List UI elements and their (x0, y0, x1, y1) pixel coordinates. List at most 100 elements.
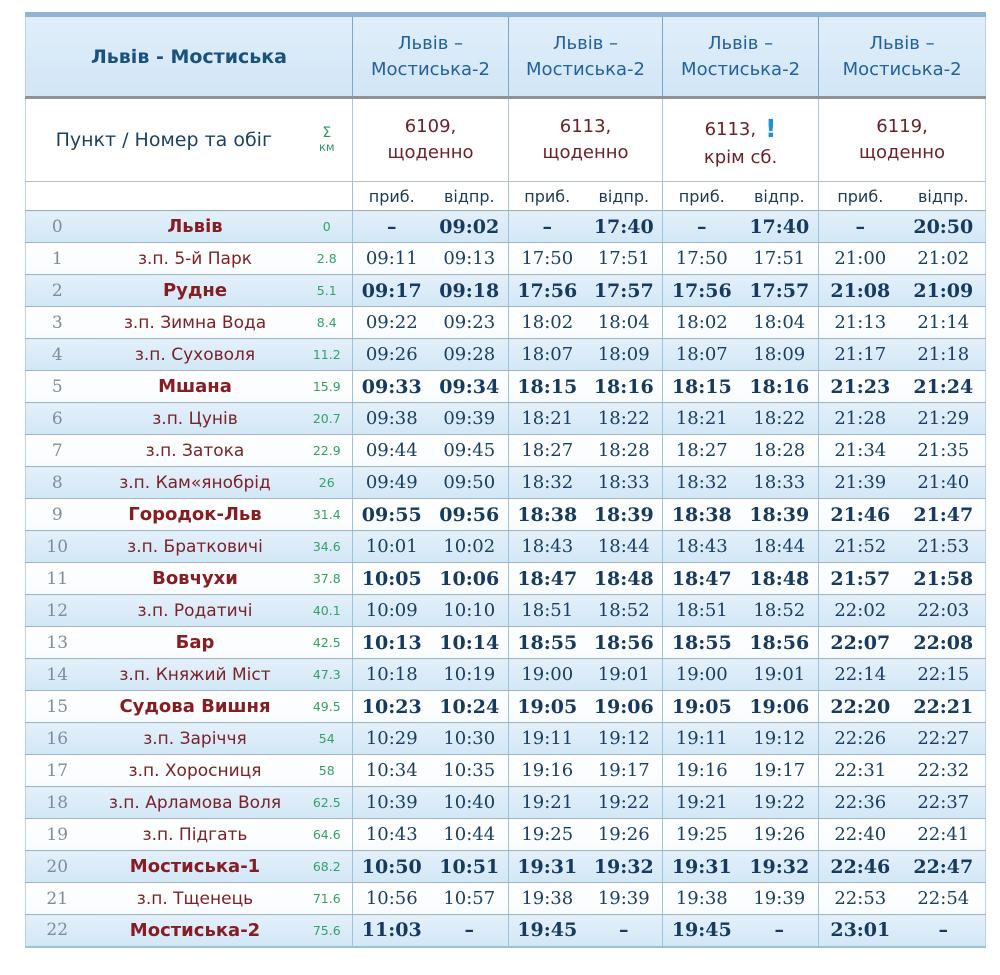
table-row: 17 з.п. Хоросниця 58 10:34 10:35 19:16 19:17 19… (25, 754, 986, 787)
table-row: 20 Мостиська-1 68.2 10:50 10:51 19:31 19:32 19:… (25, 850, 986, 883)
arrive-header: приб. (508, 181, 586, 211)
arrival-time-cell: 19:31 (508, 850, 586, 883)
table-row: 14 з.п. Княжий Міст 47.3 10:18 10:19 19:00 19:… (25, 658, 986, 691)
station-name-cell: Вовчухи (88, 562, 302, 595)
train-route-header-3: Львів – Мостиська-2 (662, 14, 819, 99)
arrival-time-cell: 22:40 (818, 818, 902, 851)
arrive-header: приб. (818, 181, 902, 211)
departure-time-cell: 17:57 (740, 274, 819, 307)
table-row: 16 з.п. Заріччя 54 10:29 10:30 19:11 19:12 19:1… (25, 722, 986, 755)
departure-time-cell: 18:28 (740, 434, 819, 467)
arrival-time-cell: 10:01 (352, 530, 431, 563)
row-number-cell: 19 (25, 818, 89, 851)
station-name-cell: Рудне (88, 274, 302, 307)
arrival-time-cell: 19:16 (662, 754, 741, 787)
departure-time-cell: 18:48 (585, 562, 663, 595)
departure-time-cell: 18:48 (740, 562, 819, 595)
arrival-time-cell: 10:09 (352, 594, 431, 627)
departure-time-cell: 22:32 (901, 754, 986, 787)
row-number-cell: 15 (25, 690, 89, 723)
depart-header: відпр. (740, 181, 819, 211)
station-name-cell: з.п. Цунів (88, 402, 302, 435)
arrival-time-cell: 19:45 (662, 914, 741, 947)
arrival-time-cell: 18:15 (508, 370, 586, 403)
arrival-time-cell: 09:44 (352, 434, 431, 467)
table-row: 8 з.п. Кам«янобрід 26 09:49 09:50 18:32 18:33 1… (25, 466, 986, 499)
departure-time-cell: 10:57 (430, 882, 509, 915)
row-number-cell: 2 (25, 274, 89, 307)
row-number-cell: 3 (25, 306, 89, 339)
arrival-time-cell: 18:07 (662, 338, 741, 371)
arrival-time-cell: 22:36 (818, 786, 902, 819)
station-name-cell: Мостиська-1 (88, 850, 302, 883)
km-cell: 31.4 (301, 498, 353, 531)
arrival-time-cell: 10:39 (352, 786, 431, 819)
departure-time-cell: 19:39 (585, 882, 663, 915)
departure-time-cell: 19:01 (740, 658, 819, 691)
row-number-cell: 13 (25, 626, 89, 659)
departure-time-cell: 21:24 (901, 370, 986, 403)
arrival-time-cell: 21:39 (818, 466, 902, 499)
arrival-time-cell: 09:26 (352, 338, 431, 371)
arrival-time-cell: 21:08 (818, 274, 902, 307)
departure-time-cell: 22:15 (901, 658, 986, 691)
departure-time-cell: 10:44 (430, 818, 509, 851)
arrival-time-cell: 21:46 (818, 498, 902, 531)
table-row: 10 з.п. Братковичі 34.6 10:01 10:02 18:43 18:4… (25, 530, 986, 563)
km-cell: 2.8 (301, 242, 353, 275)
departure-time-cell: 10:24 (430, 690, 509, 723)
arrival-time-cell: 09:55 (352, 498, 431, 531)
train-number-header-row: Пункт / Номер та обіг Σ км 6109, щоденно… (25, 97, 986, 182)
arrival-time-cell: 22:26 (818, 722, 902, 755)
km-cell: 71.6 (301, 882, 353, 915)
departure-time-cell: 09:02 (430, 210, 509, 243)
km-cell: 49.5 (301, 690, 353, 723)
departure-time-cell: 18:04 (585, 306, 663, 339)
arrival-time-cell: 18:07 (508, 338, 586, 371)
arrival-time-cell: 18:38 (508, 498, 586, 531)
empty-corner-cell (25, 181, 353, 211)
row-number-cell: 0 (25, 210, 89, 243)
departure-time-cell: 22:47 (901, 850, 986, 883)
departure-time-cell: 10:35 (430, 754, 509, 787)
arrival-time-cell: 21:34 (818, 434, 902, 467)
departure-time-cell: 09:50 (430, 466, 509, 499)
table-row: 4 з.п. Суховоля 11.2 09:26 09:28 18:07 18:09 18… (25, 338, 986, 371)
train-number: 6113, (559, 115, 612, 137)
row-number-cell: 21 (25, 882, 89, 915)
departure-time-cell: 21:29 (901, 402, 986, 435)
row-number-cell: 11 (25, 562, 89, 595)
departure-time-cell: 18:16 (585, 370, 663, 403)
arrival-time-cell: 18:02 (662, 306, 741, 339)
arrival-time-cell: 18:21 (662, 402, 741, 435)
arrival-time-cell: 19:45 (508, 914, 586, 947)
station-name-cell: з.п. Хоросниця (88, 754, 302, 787)
arrival-time-cell: 21:23 (818, 370, 902, 403)
table-row: 1 з.п. 5-й Парк 2.8 09:11 09:13 17:50 17:51 17:… (25, 242, 986, 275)
arrival-time-cell: 22:53 (818, 882, 902, 915)
arrival-time-cell: 18:55 (508, 626, 586, 659)
train-header-6119: 6119, щоденно (818, 97, 986, 182)
arrival-time-cell: 18:27 (662, 434, 741, 467)
arrival-time-cell: 19:38 (508, 882, 586, 915)
row-number-cell: 8 (25, 466, 89, 499)
departure-time-cell: 21:47 (901, 498, 986, 531)
table-title: Львів - Мостиська (25, 14, 353, 99)
departure-time-cell: 18:33 (740, 466, 819, 499)
departure-time-cell: 19:01 (585, 658, 663, 691)
table-row: 6 з.п. Цунів 20.7 09:38 09:39 18:21 18:22 18:21… (25, 402, 986, 435)
departure-time-cell: 21:09 (901, 274, 986, 307)
departure-time-cell: 18:16 (740, 370, 819, 403)
departure-time-cell: 19:12 (585, 722, 663, 755)
km-cell: 42.5 (301, 626, 353, 659)
departure-time-cell: 18:56 (740, 626, 819, 659)
arrival-time-cell: 18:51 (662, 594, 741, 627)
station-name-cell: з.п. 5-й Парк (88, 242, 302, 275)
km-cell: 64.6 (301, 818, 353, 851)
note-exclamation-icon[interactable]: ! (765, 113, 777, 143)
arrival-time-cell: 19:05 (508, 690, 586, 723)
train-schedule: крім сб. (703, 147, 778, 169)
arrival-time-cell: 19:21 (662, 786, 741, 819)
arrival-time-cell: 18:02 (508, 306, 586, 339)
station-name-cell: з.п. Братковичі (88, 530, 302, 563)
